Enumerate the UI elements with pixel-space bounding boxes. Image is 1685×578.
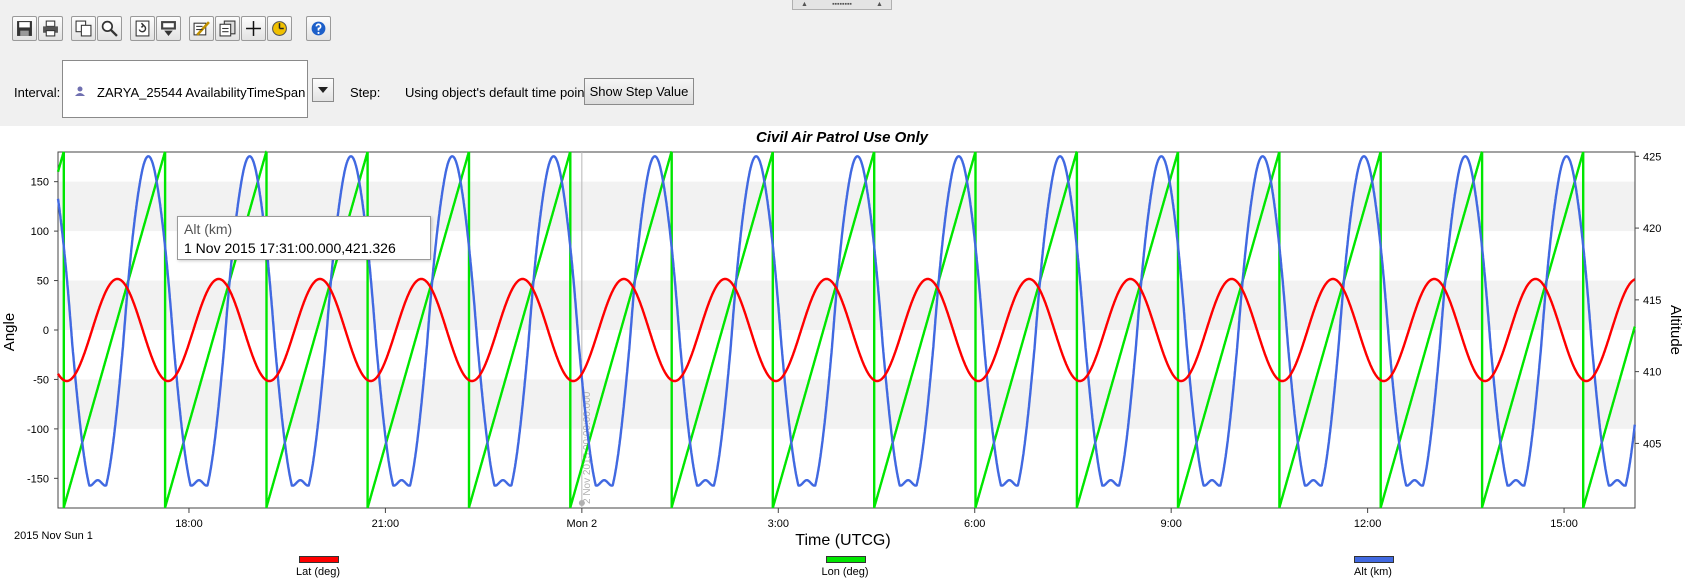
y2-tick-label: 415 bbox=[1643, 295, 1661, 307]
date-label: 2015 Nov Sun 1 bbox=[14, 530, 93, 542]
expand-arrow-icon: ▲ bbox=[876, 1, 883, 8]
marker-point bbox=[578, 500, 585, 506]
crosshair-icon bbox=[246, 21, 261, 36]
x-tick-label: 18:00 bbox=[175, 518, 203, 530]
y-tick-label: 150 bbox=[31, 177, 49, 189]
x-tick-label: 6:00 bbox=[964, 518, 985, 530]
data-tooltip: Alt (km) 1 Nov 2015 17:31:00.000,421.326 bbox=[177, 216, 431, 260]
toolbar-area: ▲ ▪▪▪▪▪▪▪▪ ▲ Interval: ZARYA_25544 Avail… bbox=[0, 0, 1685, 126]
properties-button[interactable] bbox=[189, 16, 214, 41]
x-tick-label: 9:00 bbox=[1160, 518, 1181, 530]
report-icon bbox=[219, 20, 236, 37]
interval-field[interactable]: ZARYA_25544 AvailabilityTimeSpan bbox=[62, 60, 308, 118]
help-button[interactable] bbox=[306, 16, 331, 41]
plot-band bbox=[58, 280, 1635, 330]
copy-button[interactable] bbox=[71, 16, 96, 41]
legend-label-1: Lat (deg) bbox=[295, 566, 341, 578]
tooltip-value: 1 Nov 2015 17:31:00.000,421.326 bbox=[184, 240, 396, 256]
legend-swatch-3 bbox=[1354, 556, 1394, 563]
tooltip-title: Alt (km) bbox=[184, 221, 233, 237]
chart: Civil Air Patrol Use Only 2 Nov 2015 00:… bbox=[1, 129, 1684, 549]
series-alt-line bbox=[56, 155, 1636, 487]
object-icon bbox=[75, 86, 85, 96]
interval-value: ZARYA_25544 AvailabilityTimeSpan bbox=[97, 85, 306, 100]
chevron-down-icon bbox=[318, 87, 328, 93]
y2-tick-label: 410 bbox=[1643, 367, 1661, 379]
crosshair-button[interactable] bbox=[241, 16, 266, 41]
collapse-arrow-icon: ▲ bbox=[801, 1, 808, 8]
y-axis-right: 425 420 415 410 405 bbox=[1635, 151, 1661, 450]
y-tick-label: -100 bbox=[27, 424, 49, 436]
zoom-icon bbox=[101, 20, 118, 37]
x-axis-title: Time (UTCG) bbox=[795, 532, 890, 549]
interval-label: Interval: bbox=[14, 85, 61, 100]
y2-tick-label: 420 bbox=[1643, 223, 1661, 235]
y-tick-label: -50 bbox=[33, 374, 49, 386]
x-axis: 18:00 21:00 Mon 2 3:00 6:00 9:00 12:00 15:00 bbox=[175, 508, 1578, 530]
series-lat-line bbox=[56, 277, 1636, 383]
legend-swatch-1 bbox=[299, 556, 339, 563]
legend-label-3: Alt (km) bbox=[1354, 566, 1392, 578]
series-lines bbox=[56, 150, 1636, 509]
refresh-button[interactable] bbox=[130, 16, 155, 41]
copy-icon bbox=[75, 20, 92, 37]
export-icon bbox=[161, 21, 176, 36]
y2-tick-label: 425 bbox=[1643, 151, 1661, 163]
print-button[interactable] bbox=[38, 16, 63, 41]
animation-icon bbox=[272, 21, 287, 36]
interval-dropdown-button[interactable] bbox=[312, 78, 334, 102]
legend-swatch-2 bbox=[826, 556, 866, 563]
step-value: Using object's default time points bbox=[405, 85, 595, 100]
chart-title: Civil Air Patrol Use Only bbox=[756, 129, 929, 146]
report-button[interactable] bbox=[215, 16, 240, 41]
save-button[interactable] bbox=[12, 16, 37, 41]
x-tick-label: Mon 2 bbox=[567, 518, 598, 530]
x-tick-label: 21:00 bbox=[372, 518, 400, 530]
y-tick-label: -150 bbox=[27, 473, 49, 485]
x-tick-label: 3:00 bbox=[768, 518, 789, 530]
properties-icon bbox=[193, 21, 210, 36]
print-icon bbox=[43, 20, 58, 37]
y-tick-label: 100 bbox=[31, 226, 49, 238]
series-lon-line bbox=[56, 150, 1636, 509]
refresh-icon bbox=[135, 20, 150, 37]
save-icon bbox=[17, 21, 32, 36]
splitter-grip: ▪▪▪▪▪▪▪▪ bbox=[832, 1, 852, 8]
panel-splitter[interactable]: ▲ ▪▪▪▪▪▪▪▪ ▲ bbox=[792, 0, 892, 10]
export-button[interactable] bbox=[156, 16, 181, 41]
legend-label-2: Lon (deg) bbox=[821, 566, 869, 578]
y-tick-label: 50 bbox=[37, 276, 49, 288]
step-label: Step: bbox=[350, 85, 381, 100]
y2-axis-title: Altitude bbox=[1667, 305, 1684, 355]
x-tick-label: 12:00 bbox=[1354, 518, 1382, 530]
help-icon bbox=[311, 21, 326, 36]
y-tick-label: 0 bbox=[43, 325, 49, 337]
animation-button[interactable] bbox=[267, 16, 292, 41]
zoom-button[interactable] bbox=[97, 16, 122, 41]
x-tick-label: 15:00 bbox=[1550, 518, 1578, 530]
y2-tick-label: 405 bbox=[1643, 438, 1661, 450]
show-step-value-button[interactable]: Show Step Value bbox=[584, 78, 694, 105]
y-axis-left: 150 100 50 0 -50 -100 -150 bbox=[27, 177, 58, 485]
y-axis-title: Angle bbox=[1, 313, 18, 351]
